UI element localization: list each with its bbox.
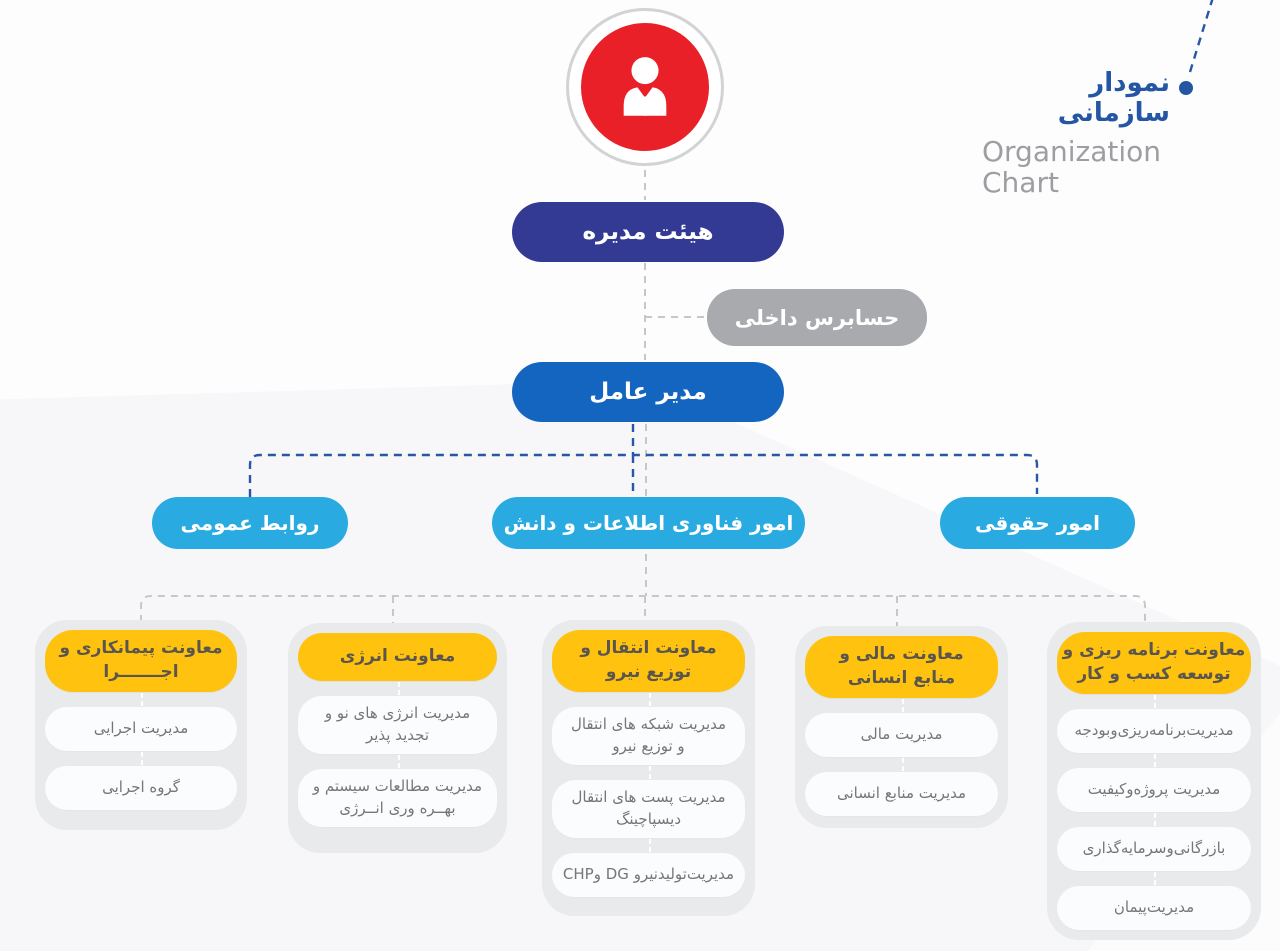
pill-connector: [805, 698, 998, 713]
page-title-block: نمودار سازمانی Organization Chart: [982, 68, 1171, 199]
column-planning-business-development: معاونت برنامه ریزی و توسعه کسب و کار مدی…: [1047, 622, 1261, 940]
pill-connector: [298, 681, 497, 696]
avatar-red-circle: [581, 23, 709, 151]
org-unit-pill: مدیریت‌تولیدنیرو DG وCHP: [552, 853, 745, 897]
org-unit-pill: مدیریت پست های انتقال دیسپاچینگ: [552, 780, 745, 838]
column-header: معاونت انتقال و توزیع نیرو: [552, 630, 745, 692]
org-unit-pill: مدیریت انرژی های نو و تجدید پذیر: [298, 696, 497, 754]
column-header: معاونت انرژی: [298, 633, 497, 681]
column-energy: معاونت انرژی مدیریت انرژی های نو و تجدید…: [288, 623, 507, 853]
page-title-en-line2: Chart: [982, 166, 1059, 200]
pill-connector: [552, 765, 745, 780]
pill-connector: [45, 692, 237, 707]
node-legal-affairs: امور حقوقی: [940, 497, 1135, 549]
dot-icon: [1179, 81, 1193, 95]
pill-connector: [552, 692, 745, 707]
pill-connector: [45, 751, 237, 766]
org-unit-pill: مدیریت‌برنامه‌ریزی‌وبودجه: [1057, 709, 1251, 753]
org-unit-pill: مدیریت پروژه‌وکیفیت: [1057, 768, 1251, 812]
page-title-en-line1: Organization: [982, 135, 1162, 168]
pill-connector: [1057, 694, 1251, 709]
column-header: معاونت مالی و منابع انسانی: [805, 636, 998, 698]
pill-connector: [298, 754, 497, 769]
org-unit-pill: بازرگانی‌وسرمایه‌گذاری: [1057, 827, 1251, 871]
person-icon: [623, 57, 667, 116]
node-internal-auditor: حسابرس داخلی: [707, 289, 927, 346]
node-it-and-knowledge: امور فناوری اطلاعات و دانش: [492, 497, 805, 549]
column-header: معاونت پیمانکاری و اجـــــــرا: [45, 630, 237, 692]
org-unit-pill: مدیریت شبکه های انتقال و توزیع نیرو: [552, 707, 745, 765]
column-contracting-execution: معاونت پیمانکاری و اجـــــــرا مدیریت اج…: [35, 620, 247, 830]
org-unit-pill: مدیریت منابع انسانی: [805, 772, 998, 816]
pill-connector: [552, 838, 745, 853]
column-header: معاونت برنامه ریزی و توسعه کسب و کار: [1057, 632, 1251, 694]
org-unit-pill: گروه اجرایی: [45, 766, 237, 810]
avatar: [566, 8, 724, 166]
org-unit-pill: مدیریت مالی: [805, 713, 998, 757]
pill-connector: [1057, 812, 1251, 827]
column-finance-hr: معاونت مالی و منابع انسانی مدیریت مالی م…: [795, 626, 1008, 828]
org-unit-pill: مدیریت اجرایی: [45, 707, 237, 751]
pill-connector: [1057, 753, 1251, 768]
column-transmission-distribution: معاونت انتقال و توزیع نیرو مدیریت شبکه ه…: [542, 620, 755, 916]
page-title-fa: نمودار سازمانی: [1057, 68, 1171, 128]
node-board-of-directors: هیئت مدیره: [512, 202, 784, 262]
node-managing-director: مدیر عامل: [512, 362, 784, 422]
pill-connector: [1057, 871, 1251, 886]
page-title-en: Organization Chart: [982, 136, 1170, 199]
node-public-relations: روابط عمومی: [152, 497, 348, 549]
pill-connector: [805, 757, 998, 772]
org-unit-pill: مدیریت مطالعات سیستم و بهــره وری انــرژ…: [298, 769, 497, 827]
org-unit-pill: مدیریت‌پیمان: [1057, 886, 1251, 930]
